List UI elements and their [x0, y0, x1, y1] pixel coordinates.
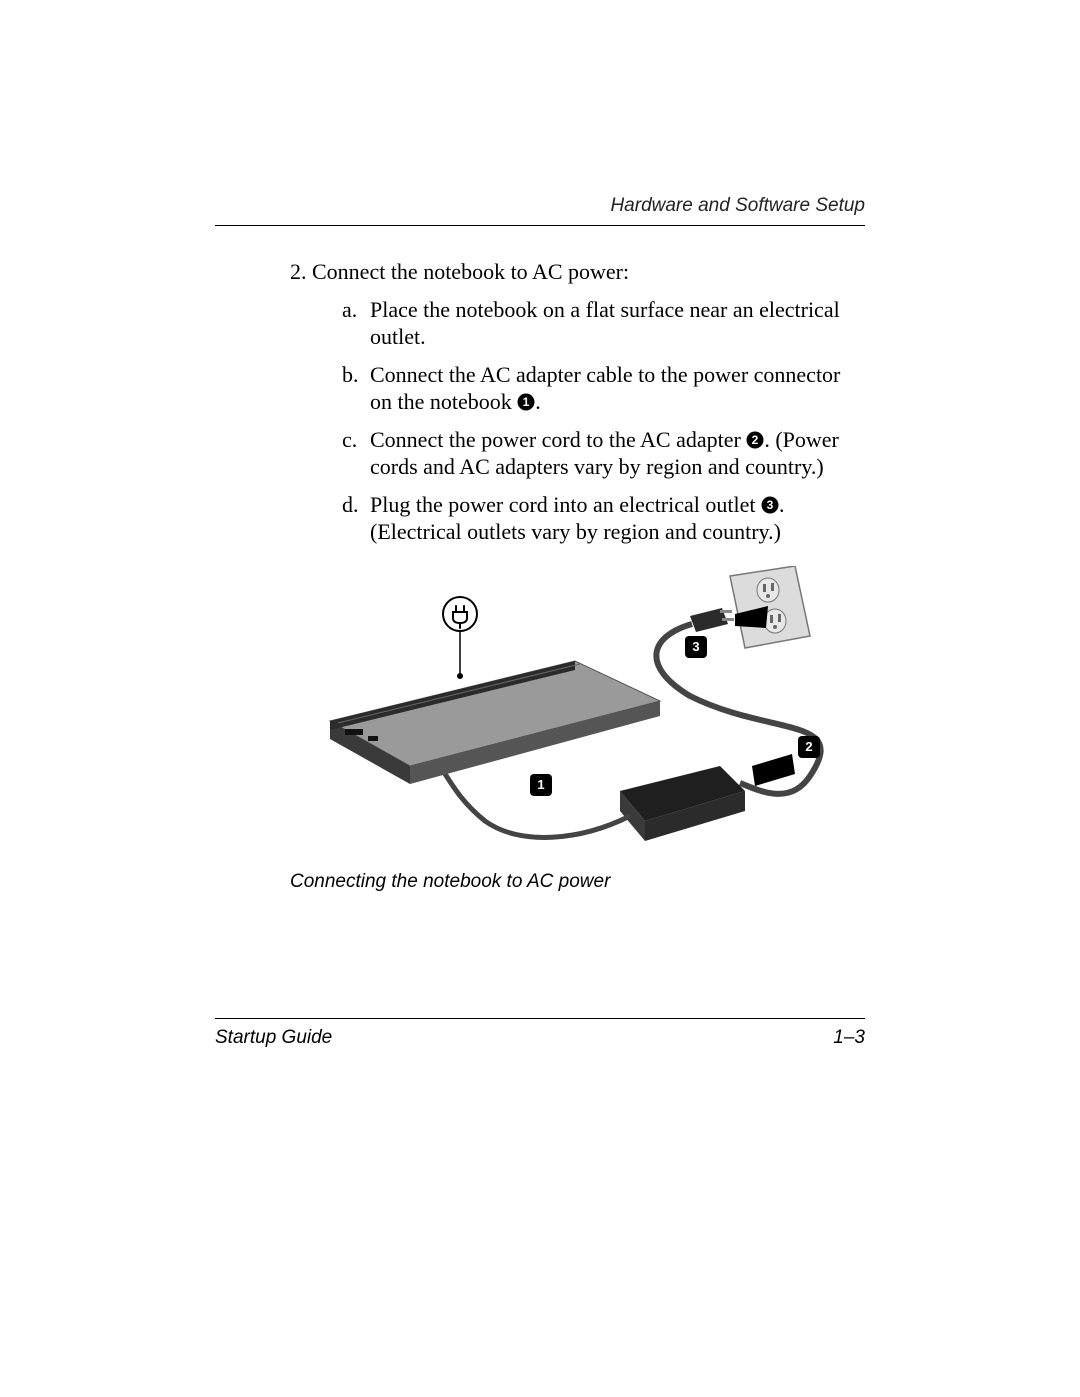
- header-section-title: Hardware and Software Setup: [610, 195, 865, 217]
- circled-3-icon: 3: [761, 496, 779, 514]
- substep-letter: c.: [342, 426, 370, 481]
- notebook-icon: [330, 661, 660, 784]
- substep-d: d. Plug the power cord into an electrica…: [342, 491, 865, 546]
- wall-outlet-icon: [730, 566, 810, 648]
- figure-caption: Connecting the notebook to AC power: [290, 870, 865, 894]
- substep-d-before: Plug the power cord into an electrical o…: [370, 492, 761, 517]
- svg-text:1: 1: [523, 395, 530, 409]
- substep-letter: b.: [342, 361, 370, 416]
- ac-adapter-icon: [620, 766, 745, 841]
- circled-1-icon: 1: [517, 393, 535, 411]
- page: Hardware and Software Setup 2. Connect t…: [0, 0, 1080, 1397]
- svg-text:2: 2: [752, 433, 759, 447]
- diagram-svg: [290, 566, 830, 856]
- callout-3: 3: [685, 636, 707, 658]
- circled-2-icon: 2: [746, 431, 764, 449]
- substep-text: Plug the power cord into an electrical o…: [370, 491, 865, 546]
- footer-rule: [215, 1018, 865, 1019]
- substep-c-before: Connect the power cord to the AC adapter: [370, 427, 746, 452]
- substep-a: a. Place the notebook on a flat surface …: [342, 296, 865, 351]
- power-plug-icon: [690, 608, 734, 632]
- footer-guide-title: Startup Guide: [215, 1027, 332, 1049]
- callout-2: 2: [798, 736, 820, 758]
- substep-text: Connect the AC adapter cable to the powe…: [370, 361, 865, 416]
- substep-text: Connect the power cord to the AC adapter…: [370, 426, 865, 481]
- substep-letter: a.: [342, 296, 370, 351]
- figure-notebook-ac-power: 1 2 3: [290, 566, 830, 856]
- substep-text: Place the notebook on a flat surface nea…: [370, 296, 865, 351]
- callout-1: 1: [530, 774, 552, 796]
- arrow-2-icon: [752, 754, 795, 786]
- step-2: 2. Connect the notebook to AC power: a. …: [290, 258, 865, 546]
- step-number: 2.: [290, 258, 312, 546]
- step-intro: Connect the notebook to AC power:: [312, 259, 629, 284]
- substep-c: c. Connect the power cord to the AC adap…: [342, 426, 865, 481]
- substep-b: b. Connect the AC adapter cable to the p…: [342, 361, 865, 416]
- footer-page-number: 1–3: [833, 1027, 865, 1049]
- substep-b-before: Connect the AC adapter cable to the powe…: [370, 362, 840, 415]
- substep-b-after: .: [535, 389, 541, 414]
- content-block: 2. Connect the notebook to AC power: a. …: [290, 258, 865, 893]
- callout-dot: [457, 673, 463, 679]
- power-port-symbol-icon: [443, 597, 477, 631]
- power-cord: [656, 624, 820, 794]
- step-text: Connect the notebook to AC power: a. Pla…: [312, 258, 865, 546]
- substep-letter: d.: [342, 491, 370, 546]
- header-rule: [215, 225, 865, 226]
- svg-text:3: 3: [767, 498, 774, 512]
